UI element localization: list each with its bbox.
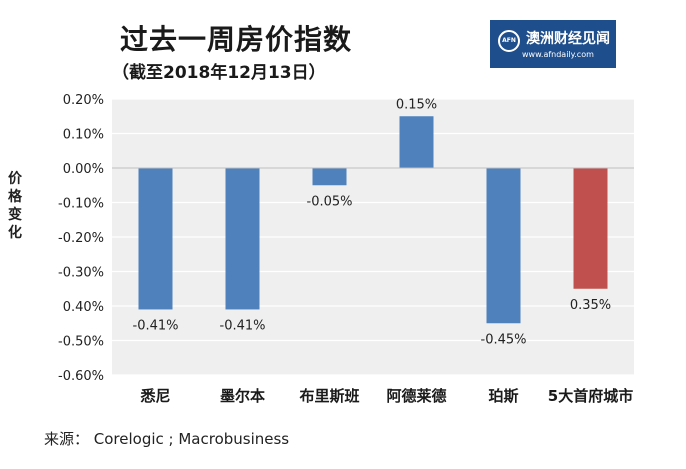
data-label: -0.05% bbox=[307, 194, 353, 209]
data-label: 0.15% bbox=[396, 97, 437, 112]
y-tick-label: 0.20% bbox=[63, 93, 104, 108]
y-tick-label: -0.30% bbox=[58, 266, 104, 281]
x-tick-label: 阿德莱德 bbox=[386, 387, 446, 405]
bar bbox=[573, 168, 608, 289]
x-tick-label: 墨尔本 bbox=[220, 387, 265, 405]
y-tick-label: 0.00% bbox=[63, 162, 104, 177]
x-tick-label: 5大首府城市 bbox=[548, 387, 633, 405]
brand-logo: AFN 澳洲财经见闻 www.afndaily.com bbox=[490, 20, 616, 68]
logo-url: www.afndaily.com bbox=[522, 50, 594, 59]
chart-title: 过去一周房价指数 bbox=[120, 23, 353, 56]
y-tick-label: -0.20% bbox=[58, 231, 104, 246]
bar bbox=[486, 168, 521, 324]
y-tick-label: -0.10% bbox=[58, 197, 104, 212]
data-label: 0.35% bbox=[570, 298, 611, 313]
y-axis-label: 价格变化 bbox=[8, 171, 22, 241]
afn-logo-icon: AFN bbox=[498, 30, 520, 52]
x-tick-label: 布里斯班 bbox=[299, 387, 359, 405]
y-tick-label: -0.50% bbox=[58, 335, 104, 350]
y-tick-label: 0.40% bbox=[63, 300, 104, 315]
data-label: -0.45% bbox=[481, 332, 527, 347]
bar bbox=[225, 168, 260, 310]
bar bbox=[312, 168, 347, 186]
x-tick-label: 珀斯 bbox=[488, 387, 518, 405]
y-tick-label: -0.60% bbox=[58, 369, 104, 384]
bar bbox=[399, 116, 434, 168]
x-tick-label: 悉尼 bbox=[139, 387, 170, 405]
chart-subtitle: （截至2018年12月13日） bbox=[112, 63, 326, 83]
y-tick-label: 0.10% bbox=[63, 128, 104, 143]
source-note: 来源： Corelogic ; Macrobusiness bbox=[44, 430, 290, 448]
data-label: -0.41% bbox=[133, 318, 179, 333]
logo-name: 澳洲财经见闻 bbox=[526, 31, 610, 47]
bar bbox=[138, 168, 173, 310]
data-label: -0.41% bbox=[220, 318, 266, 333]
